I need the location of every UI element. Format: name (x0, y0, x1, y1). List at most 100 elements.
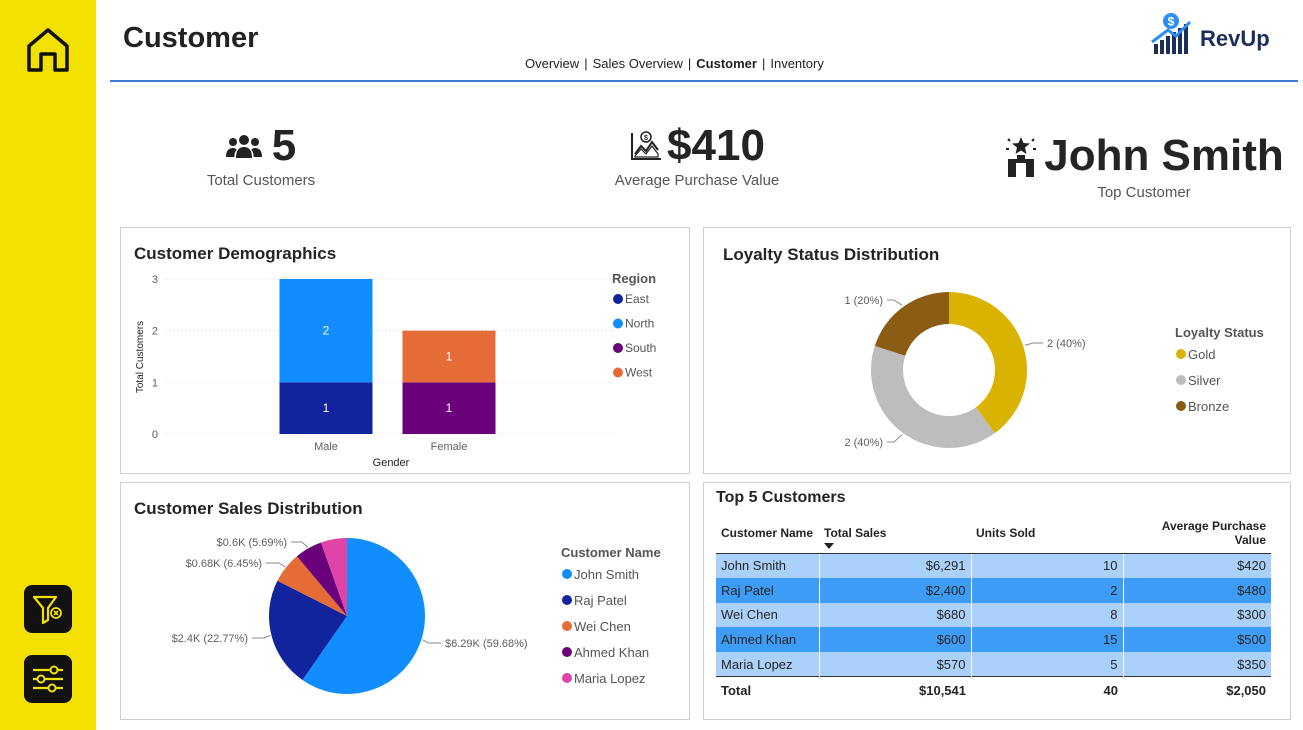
table-row[interactable]: Wei Chen $680 8 $300 (716, 602, 1271, 628)
legend-title: Customer Name (561, 545, 661, 560)
cell-customer-name: Maria Lopez (721, 656, 793, 672)
y-tick-label: 3 (152, 274, 158, 286)
legend-label-wei-chen: Wei Chen (574, 619, 631, 634)
cell-customer-name: Wei Chen (721, 607, 778, 623)
x-tick-label: Male (314, 441, 338, 453)
nav-separator: | (761, 56, 766, 71)
cell-average-purchase: $300 (1122, 602, 1271, 628)
leader-line (291, 541, 309, 548)
legend-label-west: West (625, 366, 653, 380)
legend-label-ahmed-khan: Ahmed Khan (574, 645, 649, 660)
legend-marker-raj-patel (562, 595, 572, 605)
customer-demographics-chart: 0 1 2 3 Total Customers Gender 1 2 Male 1 1 Female R… (135, 271, 656, 469)
bar-data-label: 1 (323, 401, 330, 415)
legend-label-east: East (625, 292, 650, 306)
logo: $ RevUp (1150, 12, 1270, 56)
bar-south-female (402, 382, 496, 434)
top-customers-table: Customer Name Total Sales Units Sold Ave… (716, 513, 1271, 703)
bar-north-male (279, 279, 373, 383)
cell-total-sales: $680 (818, 602, 971, 628)
legend-label-gold: Gold (1188, 347, 1215, 362)
kpi-average-purchase-value: $410 (667, 121, 765, 170)
customer-demographics-title: Customer Demographics (134, 244, 337, 263)
x-tick-label: Female (431, 441, 468, 453)
leader-line (422, 639, 441, 644)
bar-data-label: 1 (446, 401, 453, 415)
users-icon (225, 135, 262, 158)
sort-descending-icon (824, 543, 834, 549)
home-icon (27, 28, 69, 72)
loyalty-status-title: Loyalty Status Distribution (723, 245, 940, 264)
cell-customer-name: Ahmed Khan (721, 632, 797, 648)
top-person-star-icon (1006, 137, 1037, 177)
column-header-units-sold[interactable]: Units Sold (976, 525, 1036, 540)
table-row[interactable]: Raj Patel $2,400 2 $480 (716, 577, 1271, 603)
customer-sales-chart: $6.29K (59.68%) $2.4K (22.77%) $0.68K (6.4… (172, 537, 661, 694)
legend-marker-maria-lopez (562, 673, 572, 683)
svg-text:$: $ (644, 135, 648, 142)
legend-title: Loyalty Status (1175, 325, 1264, 340)
leader-line (887, 299, 903, 306)
pie-data-label: $0.68K (6.45%) (186, 558, 262, 570)
table-row[interactable]: Ahmed Khan $600 15 $500 (716, 627, 1271, 653)
table-row[interactable]: John Smith $6,291 10 $420 (716, 552, 1271, 578)
settings-button[interactable] (24, 655, 72, 703)
bar-data-label: 2 (323, 324, 330, 338)
loyalty-status-chart: 2 (40%) 2 (40%) 1 (20%) Loyalty Status Gold S… (844, 292, 1264, 449)
home-button[interactable] (24, 26, 72, 74)
clear-filter-button[interactable] (24, 585, 72, 633)
nav-sales-overview[interactable]: Sales Overview (592, 56, 683, 71)
legend-marker-ahmed-khan (562, 647, 572, 657)
pie-data-label: $2.4K (22.77%) (172, 633, 248, 645)
leader-line (887, 434, 903, 443)
total-sales: $10,541 (819, 676, 971, 703)
sidebar (0, 0, 96, 730)
donut-data-label: 2 (40%) (844, 437, 883, 449)
kpi-total-customers: 5 Total Customers (201, 120, 321, 189)
legend-marker-john-smith (562, 569, 572, 579)
kpi-average-purchase: $ $410 Average Purchase Value (604, 120, 790, 189)
customer-sales-title: Customer Sales Distribution (134, 499, 363, 518)
column-header-customer-name[interactable]: Customer Name (721, 525, 814, 540)
nav-customer[interactable]: Customer (696, 56, 757, 71)
table-header-row: Customer Name Total Sales Units Sold Ave… (716, 513, 1271, 553)
cell-units-sold: 8 (970, 602, 1123, 628)
pie-slice-maria-lopez (321, 538, 347, 616)
kpi-total-customers-value: 5 (271, 121, 297, 170)
bar-data-label: 1 (446, 350, 453, 364)
legend-label-south: South (625, 341, 656, 355)
y-axis-title: Total Customers (135, 321, 146, 393)
donut-slice-silver (871, 345, 995, 448)
total-units-sold: 40 (971, 676, 1123, 703)
nav-inventory[interactable]: Inventory (770, 56, 824, 71)
pie-slice-ahmed-khan (296, 542, 347, 616)
legend-label-north: North (625, 317, 654, 331)
kpi-total-customers-label: Total Customers (206, 172, 316, 189)
cell-total-sales: $600 (818, 627, 971, 653)
legend-label-raj-patel: Raj Patel (574, 593, 627, 608)
cell-total-sales: $570 (818, 652, 971, 677)
top-customers-card: Top 5 Customers Customer Name Total Sale… (703, 482, 1291, 720)
table-row[interactable]: Maria Lopez $570 5 $350 (716, 652, 1271, 677)
kpi-average-purchase-label: Average Purchase Value (614, 172, 780, 189)
y-tick-label: 0 (152, 429, 158, 441)
cell-customer-name: John Smith (716, 552, 819, 578)
donut-data-label: 1 (20%) (844, 295, 883, 307)
column-header-total-sales[interactable]: Total Sales (819, 513, 971, 553)
leader-line (252, 634, 271, 639)
nav-overview[interactable]: Overview (525, 56, 580, 71)
cell-units-sold: 10 (970, 552, 1123, 578)
legend-marker-east (613, 294, 623, 304)
donut-slice-gold (949, 292, 1027, 434)
cell-average-purchase: $420 (1122, 552, 1271, 578)
page-navigation: Overview | Sales Overview | Customer | Inve… (521, 56, 828, 71)
svg-text:$: $ (1168, 15, 1175, 29)
bar-west-female (402, 330, 496, 383)
x-axis-title: Gender (373, 457, 410, 469)
column-header-average-purchase[interactable]: Average Purchase Value (1161, 518, 1266, 547)
clear-filter-icon (32, 595, 62, 625)
column-header-total-sales-label: Total Sales (824, 525, 887, 540)
pie-slice-raj-patel (269, 580, 347, 681)
cell-units-sold: 2 (970, 577, 1123, 603)
pie-data-label: $0.6K (5.69%) (217, 537, 287, 549)
